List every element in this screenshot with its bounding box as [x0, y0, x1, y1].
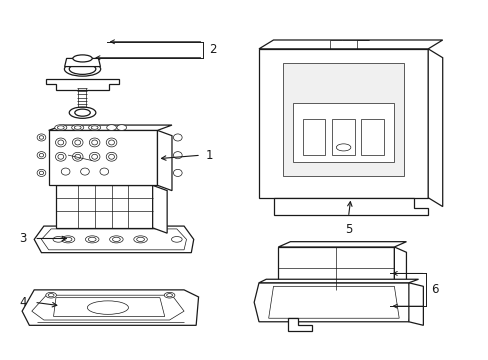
Ellipse shape [37, 169, 46, 176]
Ellipse shape [173, 169, 182, 176]
Polygon shape [268, 286, 398, 318]
Ellipse shape [112, 237, 120, 242]
Ellipse shape [37, 134, 46, 141]
Text: 5: 5 [344, 223, 351, 236]
Polygon shape [152, 185, 167, 233]
Ellipse shape [61, 168, 70, 175]
Bar [292, 103, 393, 162]
Ellipse shape [87, 301, 128, 314]
Polygon shape [393, 247, 406, 295]
Polygon shape [278, 242, 406, 247]
Ellipse shape [173, 134, 182, 141]
Polygon shape [64, 58, 100, 67]
Polygon shape [278, 247, 393, 290]
Ellipse shape [72, 152, 83, 161]
Ellipse shape [91, 126, 98, 129]
Ellipse shape [75, 154, 81, 159]
Ellipse shape [108, 154, 114, 159]
Ellipse shape [164, 292, 175, 298]
Polygon shape [287, 318, 311, 330]
Ellipse shape [72, 125, 83, 130]
Ellipse shape [173, 152, 182, 159]
Ellipse shape [134, 236, 147, 243]
Polygon shape [41, 229, 186, 250]
Polygon shape [157, 130, 172, 191]
Ellipse shape [53, 237, 63, 242]
Text: 6: 6 [431, 283, 438, 296]
Ellipse shape [72, 138, 83, 147]
Ellipse shape [46, 292, 56, 298]
Ellipse shape [37, 152, 46, 159]
Text: 4: 4 [20, 296, 27, 309]
Polygon shape [408, 283, 423, 325]
Ellipse shape [58, 140, 63, 145]
Ellipse shape [89, 138, 100, 147]
Bar [361, 120, 383, 155]
Bar [331, 120, 354, 155]
Ellipse shape [92, 140, 97, 145]
Polygon shape [259, 49, 427, 198]
Polygon shape [32, 295, 183, 320]
Ellipse shape [58, 154, 63, 159]
Ellipse shape [74, 126, 81, 129]
Ellipse shape [69, 107, 96, 118]
Ellipse shape [108, 140, 114, 145]
Ellipse shape [55, 152, 66, 161]
Text: 3: 3 [20, 232, 27, 245]
Ellipse shape [39, 153, 43, 157]
Ellipse shape [81, 168, 89, 175]
Polygon shape [22, 290, 198, 325]
Ellipse shape [137, 237, 144, 242]
Ellipse shape [88, 237, 96, 242]
Ellipse shape [55, 125, 67, 130]
Ellipse shape [106, 125, 116, 130]
Ellipse shape [92, 154, 97, 159]
Ellipse shape [64, 237, 72, 242]
Ellipse shape [75, 140, 81, 145]
Ellipse shape [75, 109, 90, 116]
Ellipse shape [88, 125, 101, 130]
Ellipse shape [39, 171, 43, 175]
Ellipse shape [64, 62, 101, 76]
Bar [302, 120, 325, 155]
Ellipse shape [109, 236, 123, 243]
Polygon shape [34, 226, 193, 253]
Ellipse shape [166, 294, 172, 297]
Ellipse shape [39, 136, 43, 139]
Ellipse shape [171, 237, 182, 242]
Polygon shape [259, 279, 418, 283]
Ellipse shape [48, 294, 54, 297]
Polygon shape [49, 125, 172, 130]
Ellipse shape [73, 55, 92, 62]
Polygon shape [56, 185, 152, 228]
Ellipse shape [85, 236, 99, 243]
Ellipse shape [336, 144, 350, 151]
Ellipse shape [106, 152, 117, 161]
Bar [283, 63, 403, 176]
Ellipse shape [89, 152, 100, 161]
Polygon shape [56, 180, 167, 185]
Polygon shape [427, 49, 442, 207]
Ellipse shape [55, 138, 66, 147]
Ellipse shape [100, 168, 108, 175]
Polygon shape [49, 130, 157, 185]
Ellipse shape [57, 126, 64, 129]
Ellipse shape [106, 138, 117, 147]
Polygon shape [53, 298, 164, 316]
Polygon shape [259, 40, 442, 49]
Ellipse shape [61, 236, 75, 243]
Polygon shape [273, 198, 427, 215]
Polygon shape [46, 79, 119, 90]
Ellipse shape [69, 64, 96, 75]
Polygon shape [254, 283, 413, 322]
Ellipse shape [117, 125, 126, 130]
Text: 1: 1 [205, 149, 213, 162]
Text: 2: 2 [209, 43, 216, 56]
